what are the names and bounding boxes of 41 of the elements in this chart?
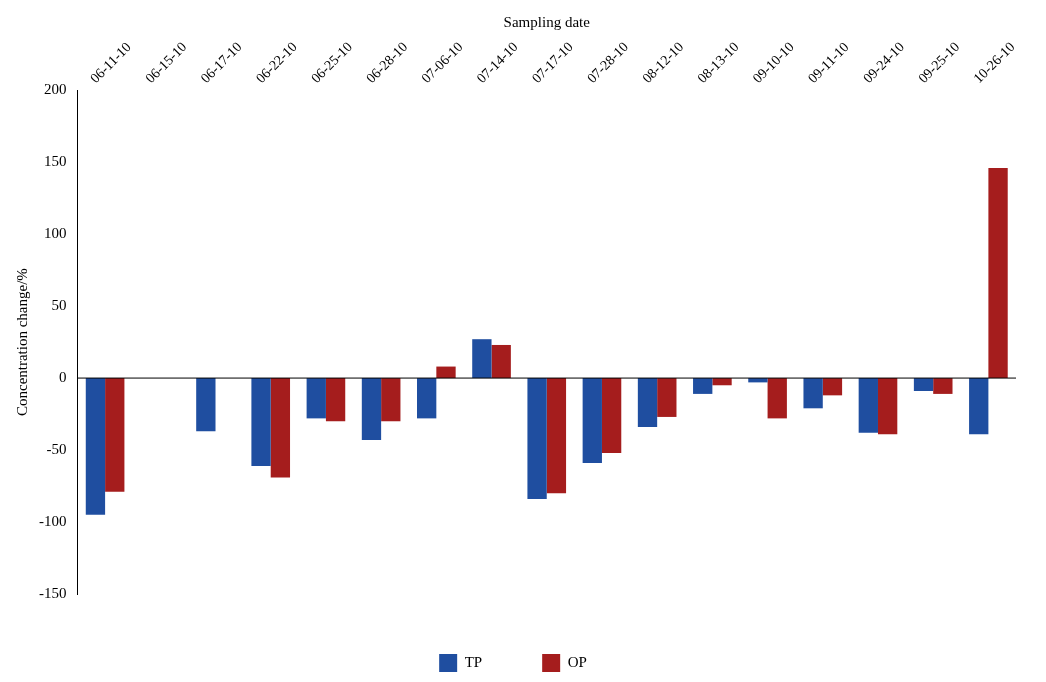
bar — [381, 378, 401, 422]
x-axis-title: Sampling date — [503, 13, 591, 30]
y-tick-label: 200 — [44, 81, 67, 98]
bar — [637, 378, 658, 428]
bar — [436, 366, 456, 379]
bar — [969, 378, 989, 435]
y-tick-label: 50 — [51, 297, 67, 314]
bar — [601, 378, 622, 453]
legend-label: OP — [567, 653, 587, 670]
y-tick-label: 0 — [59, 369, 67, 386]
bar — [877, 378, 898, 435]
bar — [657, 378, 677, 417]
bar — [417, 378, 437, 419]
bar — [693, 378, 713, 394]
bar — [767, 378, 787, 419]
bar — [933, 378, 953, 394]
y-tick-label: -150 — [39, 584, 67, 601]
bar — [306, 378, 326, 419]
bar — [582, 378, 602, 463]
bar — [270, 378, 291, 478]
bar — [251, 378, 271, 466]
bar — [361, 378, 382, 440]
y-tick-label: -100 — [39, 512, 67, 529]
bar — [472, 339, 492, 379]
bar — [858, 378, 878, 433]
legend-label: TP — [464, 653, 483, 670]
bar — [546, 378, 567, 494]
bar — [803, 378, 823, 409]
bar — [196, 378, 216, 432]
bar — [491, 344, 511, 379]
bar — [105, 378, 125, 492]
bar — [988, 167, 1008, 379]
y-tick-label: 150 — [44, 153, 67, 170]
bar — [85, 378, 106, 515]
bar — [913, 378, 934, 392]
bar — [527, 378, 547, 499]
y-axis-title: Concentration change/% — [13, 268, 30, 417]
y-tick-label: -50 — [46, 440, 67, 457]
bar — [325, 378, 346, 422]
y-tick-label: 100 — [44, 225, 67, 242]
bar — [822, 378, 843, 396]
